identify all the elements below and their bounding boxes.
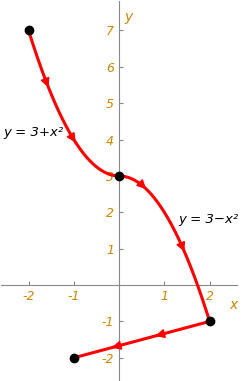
Text: y: y [124, 10, 133, 24]
Text: x: x [229, 298, 237, 312]
Text: y = 3−x²: y = 3−x² [178, 213, 238, 226]
Text: y = 3+x²: y = 3+x² [4, 126, 64, 139]
